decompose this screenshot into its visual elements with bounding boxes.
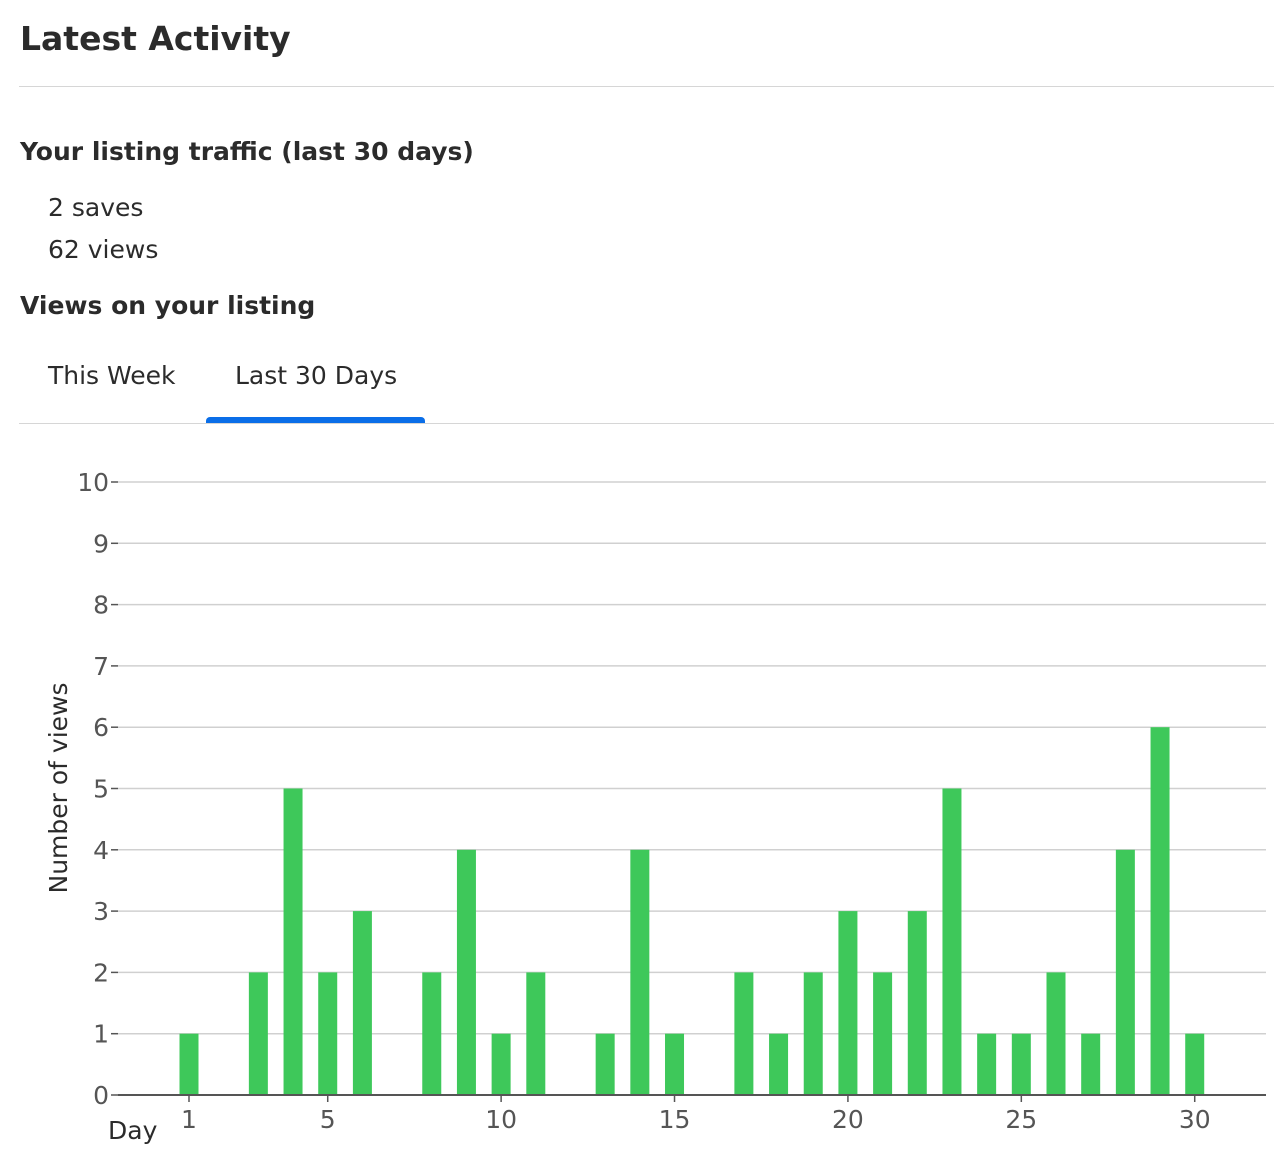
x-tick-label: 5 — [320, 1105, 336, 1134]
x-tick-label: 20 — [832, 1105, 864, 1134]
tab-last-30-days[interactable]: Last 30 Days — [235, 361, 398, 390]
x-tick-label: 30 — [1179, 1105, 1211, 1134]
selected-tab-indicator — [206, 417, 425, 424]
bar-day-1[interactable] — [179, 1033, 199, 1095]
bar-day-28[interactable] — [1115, 849, 1135, 1095]
header-divider — [19, 86, 1274, 87]
traffic-heading: Your listing traffic (last 30 days) — [20, 137, 474, 166]
bar-day-20[interactable] — [838, 911, 858, 1095]
bar-day-3[interactable] — [248, 972, 268, 1095]
bar-day-30[interactable] — [1185, 1033, 1205, 1095]
y-tick-label: 8 — [93, 591, 109, 620]
bar-day-8[interactable] — [422, 972, 442, 1095]
y-tick-label: 9 — [93, 529, 109, 558]
saves-count: 2 saves — [48, 193, 144, 222]
bar-day-26[interactable] — [1046, 972, 1066, 1095]
y-axis-label: Number of views — [44, 682, 73, 893]
y-tick-label: 7 — [93, 652, 109, 681]
x-tick-label: 25 — [1005, 1105, 1037, 1134]
tabs-divider — [19, 423, 1274, 424]
bar-day-6[interactable] — [352, 911, 372, 1095]
bar-day-25[interactable] — [1011, 1033, 1031, 1095]
bar-day-15[interactable] — [665, 1033, 685, 1095]
bar-day-19[interactable] — [803, 972, 823, 1095]
x-tick-label: 10 — [485, 1105, 517, 1134]
bar-day-9[interactable] — [456, 849, 476, 1095]
chart-bars — [179, 727, 1205, 1096]
bar-day-10[interactable] — [491, 1033, 511, 1095]
y-tick-label: 1 — [93, 1020, 109, 1049]
views-count: 62 views — [48, 235, 159, 264]
bar-day-13[interactable] — [595, 1033, 615, 1095]
y-tick-label: 10 — [77, 468, 109, 497]
bar-day-23[interactable] — [942, 788, 962, 1096]
bar-day-14[interactable] — [630, 849, 650, 1095]
bar-day-17[interactable] — [734, 972, 754, 1095]
bar-day-24[interactable] — [977, 1033, 997, 1095]
y-tick-label: 0 — [93, 1081, 109, 1110]
y-tick-label: 6 — [93, 713, 109, 742]
bar-day-11[interactable] — [526, 972, 546, 1095]
y-tick-label: 4 — [93, 836, 109, 865]
tab-this-week[interactable]: This Week — [48, 361, 176, 390]
x-tick-label: 15 — [659, 1105, 691, 1134]
x-axis-label: Day — [108, 1116, 158, 1145]
page-title: Latest Activity — [20, 19, 291, 58]
y-tick-label: 2 — [93, 958, 109, 987]
bar-day-5[interactable] — [318, 972, 338, 1095]
bar-day-27[interactable] — [1081, 1033, 1101, 1095]
bar-day-29[interactable] — [1150, 727, 1170, 1095]
bar-day-18[interactable] — [769, 1033, 789, 1095]
y-tick-label: 5 — [93, 775, 109, 804]
bar-day-21[interactable] — [873, 972, 893, 1095]
bar-day-4[interactable] — [283, 788, 303, 1096]
x-tick-label: 1 — [181, 1105, 197, 1134]
views-heading: Views on your listing — [20, 291, 316, 320]
y-tick-label: 3 — [93, 897, 109, 926]
bar-day-22[interactable] — [907, 911, 927, 1095]
